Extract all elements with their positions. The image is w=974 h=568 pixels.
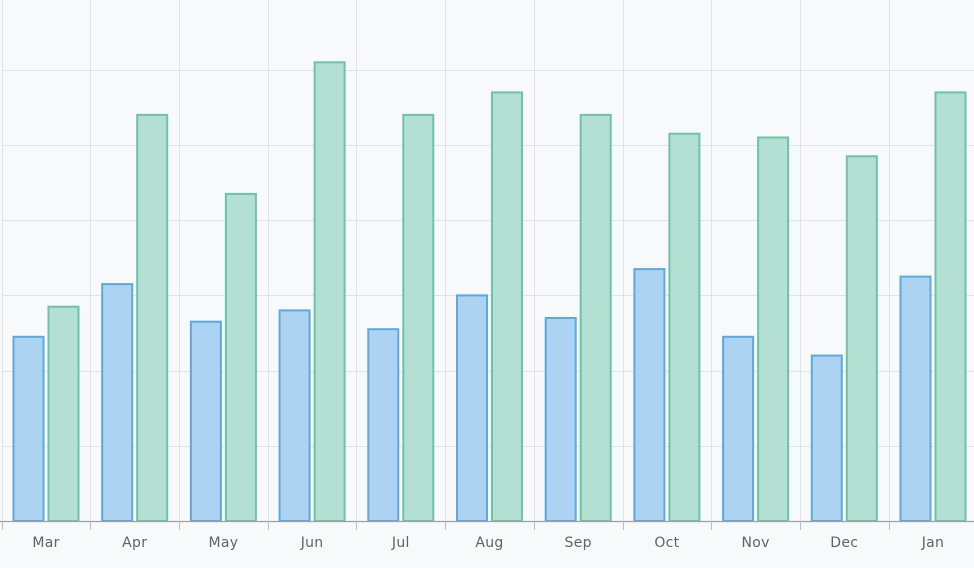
bar-series-2-aug xyxy=(491,91,523,523)
x-tick-label: Jul xyxy=(391,535,410,551)
x-tick-label: Jun xyxy=(300,535,324,551)
bar-series-2-jul xyxy=(402,113,435,523)
x-axis: Mar Apr May Jun Jul Aug Sep Oct Nov Dec Jan xyxy=(0,520,974,551)
x-tick-label: Mar xyxy=(32,535,59,551)
bar-series-2-nov xyxy=(757,136,790,522)
grid xyxy=(2,0,974,521)
bar-series-2-oct xyxy=(668,132,701,522)
bar-series-1-apr xyxy=(101,283,134,522)
x-tick-label: Nov xyxy=(741,535,769,551)
bar-series-1-may xyxy=(189,320,222,523)
bar-series-1-mar xyxy=(12,335,45,522)
bar-series-1-nov xyxy=(722,335,755,522)
x-tick-label: Aug xyxy=(475,535,503,551)
x-tick-label: Apr xyxy=(122,535,147,551)
x-tick-label: Dec xyxy=(830,535,858,551)
bar-series-1-jul xyxy=(367,328,400,523)
bar-series-2-sep xyxy=(579,113,612,523)
bar-series-1-sep xyxy=(544,317,577,522)
bar-series-2-apr xyxy=(136,113,169,523)
bar-series-1-dec xyxy=(810,354,843,522)
x-tick-label: May xyxy=(208,535,238,551)
x-tick-label: Jan xyxy=(921,535,944,551)
bars xyxy=(12,61,967,523)
x-tick-label: Sep xyxy=(565,535,592,551)
bar-series-1-jan xyxy=(899,275,932,522)
bar-series-1-aug xyxy=(456,294,488,522)
bar-series-1-jun xyxy=(278,309,311,522)
bar-series-2-jun xyxy=(313,61,346,523)
bar-series-2-jan xyxy=(934,91,967,523)
bar-series-1-oct xyxy=(633,268,666,522)
bar-series-2-dec xyxy=(845,155,878,523)
x-tick-label: Oct xyxy=(654,535,679,551)
bar-series-2-may xyxy=(224,192,257,522)
bar-series-2-mar xyxy=(47,305,80,523)
